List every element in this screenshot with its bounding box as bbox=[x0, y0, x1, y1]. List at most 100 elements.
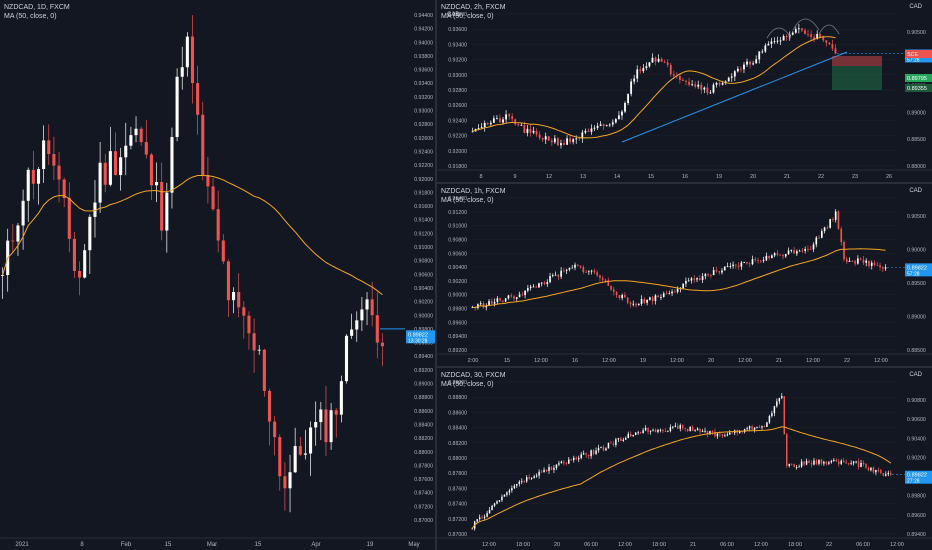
h1-candle-body bbox=[818, 238, 820, 239]
daily-candle-body bbox=[222, 240, 225, 261]
h1-candle-body bbox=[868, 261, 870, 266]
h2-candle-body bbox=[527, 129, 529, 133]
m30-candle-body bbox=[548, 467, 549, 471]
daily-y-tick-label: 0.93200 bbox=[414, 95, 433, 101]
daily-chart-canvas[interactable]: 0.94400 0.94200 0.94000 0.93800 0.93600 0.934… bbox=[0, 0, 435, 550]
m30-legend: NZDCAD, 30, FXCM MA (50, close, 0) bbox=[441, 371, 506, 389]
h1-candle-body bbox=[860, 259, 862, 260]
h2-candle-body bbox=[591, 129, 593, 132]
h2-candle-body bbox=[514, 119, 516, 124]
m30-candle-body bbox=[692, 427, 693, 431]
h1-y-left-label: 0.91000 bbox=[448, 224, 467, 230]
h2-chart-canvas[interactable]: 0.93800 0.93600 0.93400 0.93200 0.93000 0.928… bbox=[437, 0, 932, 182]
m30-candle-body bbox=[504, 495, 505, 497]
daily-y-tick-label: 0.91000 bbox=[414, 245, 433, 251]
daily-candle-body bbox=[134, 129, 137, 135]
h2-candle-body bbox=[786, 36, 788, 37]
daily-candle-body bbox=[345, 336, 348, 381]
m30-y-right-label: 0.89400 bbox=[907, 532, 926, 538]
h1-y-left-label: 0.89800 bbox=[448, 307, 467, 313]
m30-candle-body bbox=[605, 448, 606, 450]
m30-candle-body bbox=[499, 500, 500, 501]
daily-y-tick-label: 0.87000 bbox=[414, 518, 433, 524]
daily-candle-body bbox=[114, 151, 117, 175]
h2-y-left-label: 0.92600 bbox=[448, 103, 467, 109]
h2-x-tick-label: 15 bbox=[648, 174, 654, 180]
h1-x-tick-label: 20 bbox=[708, 358, 714, 364]
h2-candle-body bbox=[496, 118, 498, 119]
m30-candle-body bbox=[662, 430, 663, 431]
h2-candle-body bbox=[807, 34, 809, 35]
h1-candle-body bbox=[668, 293, 670, 294]
m30-candle-body bbox=[595, 450, 596, 453]
h2-candle-body bbox=[661, 59, 663, 62]
h2-candle-body bbox=[832, 44, 834, 48]
h2-candle-body bbox=[764, 45, 766, 51]
h2-candle-body bbox=[706, 88, 708, 93]
m30-candle-body bbox=[845, 462, 846, 463]
h1-y-left-label: 0.90800 bbox=[448, 237, 467, 243]
daily-x-tick-label: 15 bbox=[165, 542, 172, 548]
m30-chart-pane[interactable]: NZDCAD, 30, FXCM MA (50, close, 0) CAD 0… bbox=[437, 368, 932, 550]
m30-candle-body bbox=[514, 486, 515, 488]
m30-chart-canvas[interactable]: 0.89000 0.88800 0.88600 0.88400 0.88200 0.880… bbox=[437, 368, 932, 550]
m30-candle-body bbox=[556, 465, 557, 469]
h1-y-left-label: 0.89200 bbox=[448, 348, 467, 354]
h1-candle-body bbox=[571, 268, 573, 269]
daily-y-tick-label: 0.87800 bbox=[414, 463, 433, 469]
h1-candle-body bbox=[541, 283, 543, 284]
h1-candle-body bbox=[635, 304, 637, 305]
h2-y-left-label: 0.92000 bbox=[448, 149, 467, 155]
m30-candle-body bbox=[808, 461, 809, 463]
m30-y-left-label: 0.88800 bbox=[448, 395, 467, 401]
m30-candle-body bbox=[798, 467, 799, 468]
m30-x-tick-label: 12:00 bbox=[618, 542, 632, 548]
h2-chart-pane[interactable]: NZDCAD, 2h, FXCM MA (50, close, 0) CAD C… bbox=[437, 0, 932, 182]
h2-candle-body bbox=[740, 69, 742, 70]
m30-candle-body bbox=[727, 435, 728, 436]
h1-candle-body bbox=[599, 275, 601, 278]
h2-x-tick-label: 19 bbox=[716, 174, 722, 180]
h1-x-tick-label: 16 bbox=[572, 358, 578, 364]
h2-candle-body bbox=[536, 131, 538, 135]
h2-candle-body bbox=[719, 83, 721, 85]
m30-candle-body bbox=[632, 435, 633, 436]
daily-candle-body bbox=[330, 410, 333, 442]
h1-candle-body bbox=[494, 302, 496, 304]
h2-candle-body bbox=[728, 78, 730, 82]
h1-chart-canvas[interactable]: 0.91400 0.91200 0.91000 0.90800 0.90600 0.904… bbox=[437, 184, 932, 366]
m30-candle-body bbox=[850, 463, 851, 464]
daily-y-tick-label: 0.93800 bbox=[414, 54, 433, 60]
daily-y-tick-label: 0.90400 bbox=[414, 286, 433, 292]
h1-candle-body bbox=[580, 266, 582, 267]
m30-candle-body bbox=[776, 401, 777, 406]
h1-chart-pane[interactable]: NZDCAD, 1h, FXCM MA (50, close, 0) CAD 0… bbox=[437, 184, 932, 366]
m30-candle-body bbox=[494, 504, 495, 506]
h2-candle-body bbox=[530, 129, 532, 133]
m30-x-tick-label: 12:00 bbox=[890, 542, 904, 548]
h1-candle-body bbox=[533, 287, 535, 288]
daily-candle-body bbox=[309, 427, 312, 453]
h1-candle-body bbox=[616, 292, 618, 295]
h2-x-tick-label: 14 bbox=[614, 174, 620, 180]
h2-candle-body bbox=[694, 84, 696, 86]
h1-candle-body bbox=[793, 250, 795, 253]
daily-chart-pane[interactable]: NZDCAD, 1D, FXCM MA (50, close, 0) 0.944… bbox=[0, 0, 435, 550]
h2-candle-body bbox=[554, 138, 556, 142]
daily-candle-body bbox=[350, 330, 353, 336]
m30-x-tick-label: 12:00 bbox=[754, 542, 768, 548]
h2-y-left-label: 0.93400 bbox=[448, 42, 467, 48]
h1-candle-body bbox=[849, 261, 851, 262]
h1-candle-body bbox=[732, 265, 734, 266]
daily-candle-body bbox=[78, 271, 81, 278]
m30-candle-body bbox=[784, 396, 785, 434]
h2-y-right-label: 0.90500 bbox=[907, 30, 926, 36]
h1-candle-body bbox=[843, 242, 845, 259]
h2-candle-body bbox=[575, 138, 577, 139]
m30-candle-body bbox=[719, 434, 720, 435]
h1-y-right-label: 0.90000 bbox=[907, 248, 926, 254]
h1-candle-body bbox=[508, 295, 510, 298]
h1-candle-body bbox=[596, 272, 598, 275]
h2-currency-right: CAD bbox=[909, 4, 922, 10]
daily-y-tick-label: 0.88600 bbox=[414, 409, 433, 415]
